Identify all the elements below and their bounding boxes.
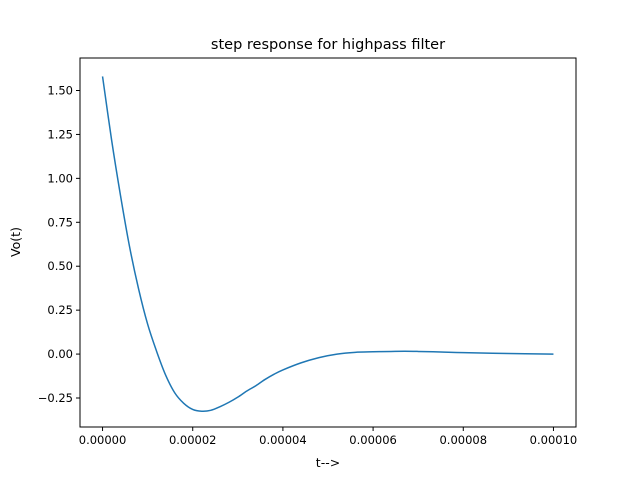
y-tick-label: 0.25 [47,303,73,317]
x-tick-label: 0.00006 [349,433,397,447]
x-tick-label: 0.00010 [530,433,578,447]
series-line [101,76,554,412]
y-axis-ticks: −0.25 0.00 0.25 0.50 0.75 1.00 1.25 1.50 [38,84,80,405]
y-tick-label: 0.50 [47,259,73,273]
y-tick-label: 1.25 [47,127,73,141]
y-axis-label: Vo(t) [8,227,23,257]
axes-frame [79,57,577,428]
y-tick-label: −0.25 [38,391,73,405]
y-tick-label: 0.75 [47,215,73,229]
y-tick-label: 1.50 [47,84,73,98]
x-axis-ticks: 0.00000 0.00002 0.00004 0.00006 0.00008 0.000… [79,427,577,447]
series-layer [101,76,554,412]
y-tick-label: 0.00 [47,347,73,361]
chart-title: step response for highpass filter [211,37,445,53]
x-tick-label: 0.00004 [259,433,307,447]
x-tick-label: 0.00002 [169,433,217,447]
x-axis-label: t--> [316,455,340,470]
x-tick-label: 0.00000 [79,433,127,447]
x-tick-label: 0.00008 [439,433,487,447]
y-tick-label: 1.00 [47,171,73,185]
